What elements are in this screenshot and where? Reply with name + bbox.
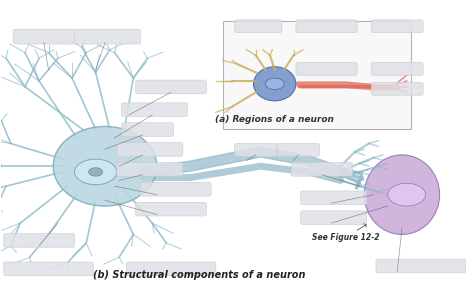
FancyBboxPatch shape: [371, 82, 423, 95]
FancyBboxPatch shape: [117, 143, 183, 156]
FancyBboxPatch shape: [235, 20, 282, 33]
FancyBboxPatch shape: [277, 144, 319, 156]
Ellipse shape: [53, 127, 157, 206]
FancyBboxPatch shape: [371, 63, 423, 75]
FancyBboxPatch shape: [296, 63, 357, 75]
FancyBboxPatch shape: [121, 103, 188, 117]
Ellipse shape: [254, 67, 296, 101]
FancyBboxPatch shape: [140, 183, 211, 196]
Text: (b) Structural components of a neuron: (b) Structural components of a neuron: [93, 270, 306, 280]
FancyBboxPatch shape: [117, 162, 183, 176]
FancyBboxPatch shape: [136, 202, 206, 216]
FancyBboxPatch shape: [296, 20, 357, 33]
FancyBboxPatch shape: [371, 20, 423, 33]
Circle shape: [388, 183, 426, 206]
FancyBboxPatch shape: [136, 80, 206, 94]
Circle shape: [74, 159, 117, 185]
FancyBboxPatch shape: [301, 211, 366, 224]
Circle shape: [265, 78, 284, 90]
FancyBboxPatch shape: [13, 29, 74, 44]
Text: (a) Regions of a neuron: (a) Regions of a neuron: [215, 115, 334, 124]
FancyBboxPatch shape: [4, 262, 93, 276]
Circle shape: [89, 168, 103, 176]
FancyBboxPatch shape: [126, 262, 216, 276]
Text: See Figure 12-2: See Figure 12-2: [311, 233, 379, 242]
FancyBboxPatch shape: [235, 144, 277, 156]
FancyBboxPatch shape: [376, 259, 465, 273]
FancyBboxPatch shape: [4, 234, 74, 247]
FancyBboxPatch shape: [74, 29, 140, 44]
FancyBboxPatch shape: [121, 123, 173, 136]
FancyBboxPatch shape: [223, 21, 411, 129]
Ellipse shape: [364, 155, 439, 234]
FancyBboxPatch shape: [291, 162, 353, 176]
FancyBboxPatch shape: [301, 191, 366, 205]
